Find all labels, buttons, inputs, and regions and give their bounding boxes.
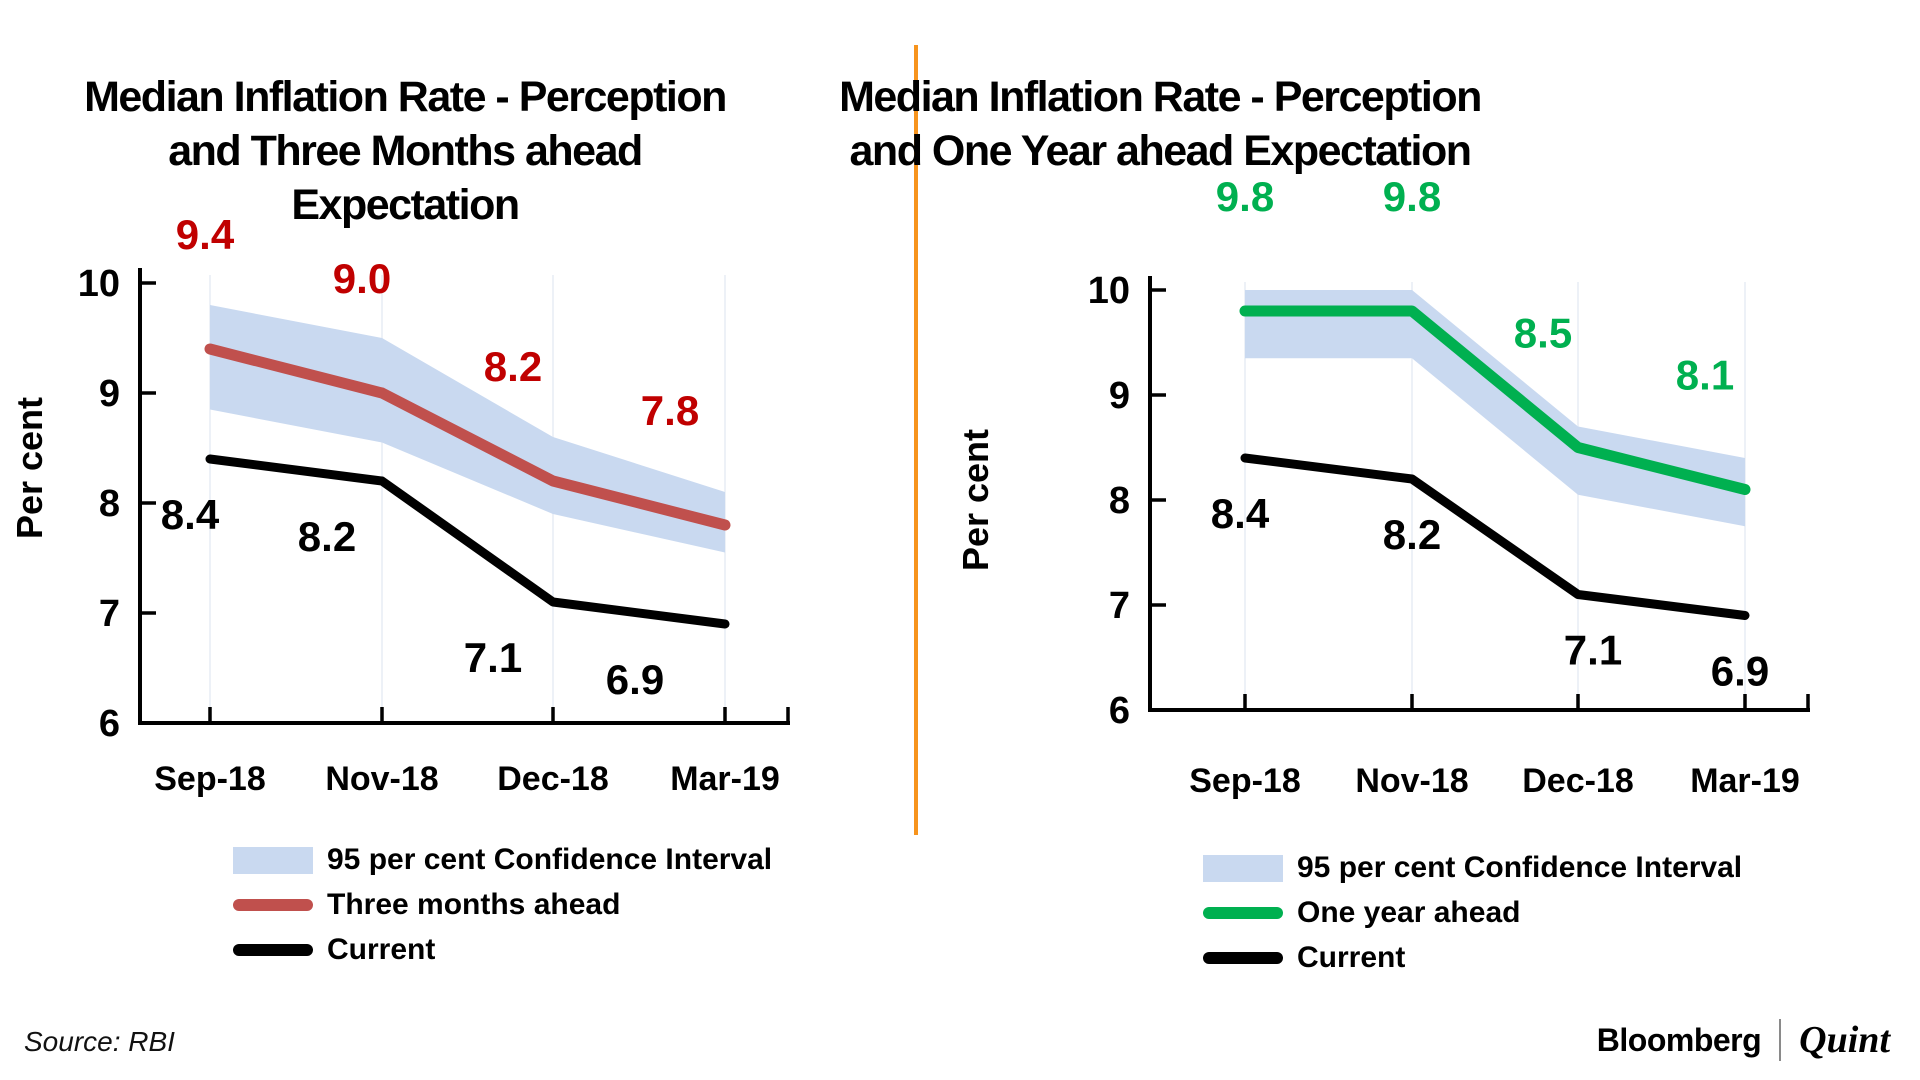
line-swatch xyxy=(1203,907,1283,919)
y-tick-label: 10 xyxy=(78,263,120,305)
y-tick-label: 9 xyxy=(99,373,120,415)
legend-label: Current xyxy=(327,933,436,966)
x-tick-label: Sep-18 xyxy=(1189,762,1301,800)
value-label: 8.5 xyxy=(1514,310,1572,357)
legend-item: Three months ahead xyxy=(233,889,772,921)
confidence-band-swatch xyxy=(233,846,313,874)
value-label: 7.1 xyxy=(464,634,522,681)
y-tick-label: 9 xyxy=(1109,375,1130,417)
value-label: 8.2 xyxy=(1383,511,1441,558)
confidence-band xyxy=(1245,290,1745,527)
chart-right-legend: 95 per cent Confidence Interval One year … xyxy=(1203,852,1742,974)
value-label: 7.1 xyxy=(1564,627,1622,674)
value-label: 9.8 xyxy=(1216,173,1274,220)
x-tick-label: Dec-18 xyxy=(1522,762,1634,800)
publisher-logo: Bloomberg Quint xyxy=(1597,1018,1890,1062)
y-tick-label: 7 xyxy=(99,593,120,635)
value-label: 9.8 xyxy=(1383,173,1441,220)
legend-label: One year ahead xyxy=(1297,896,1521,929)
value-label: 8.4 xyxy=(1211,490,1270,537)
panel-divider xyxy=(914,45,918,835)
value-label: 9.4 xyxy=(176,211,235,258)
value-label: 8.4 xyxy=(161,491,220,538)
legend-item: 95 per cent Confidence Interval xyxy=(233,844,772,876)
series-line-ahead xyxy=(1239,305,1751,495)
chart-left: 6 7 8 9 10 Sep-18 Nov-18 Dec-18 Mar-19 Per cent 9.… xyxy=(9,211,790,798)
line-swatch xyxy=(233,944,313,956)
legend-item: 95 per cent Confidence Interval xyxy=(1203,852,1742,884)
logo-divider xyxy=(1779,1019,1782,1061)
y-tick-label: 10 xyxy=(1088,270,1130,312)
value-label: 7.8 xyxy=(641,387,699,434)
series-line-ahead xyxy=(204,343,731,531)
chart-right: 6 7 8 9 10 Sep-18 Nov-18 Dec-18 Mar-19 Per cent 9.… xyxy=(955,173,1810,800)
confidence-band-swatch xyxy=(1203,854,1283,882)
value-label: 6.9 xyxy=(1711,648,1769,695)
series-line-current xyxy=(1240,453,1750,620)
legend-label: Current xyxy=(1297,941,1406,974)
chart-left-title-line2: and Three Months ahead Expectation xyxy=(168,126,643,229)
y-tick-label: 8 xyxy=(1109,480,1130,522)
y-tick-label: 7 xyxy=(1109,585,1130,627)
source-note: Source: RBI xyxy=(24,1026,175,1057)
legend-item: Current xyxy=(1203,942,1742,974)
chart-left-legend: 95 per cent Confidence Interval Three mon… xyxy=(233,844,772,966)
series-line-current xyxy=(205,454,730,629)
legend-label: 95 per cent Confidence Interval xyxy=(327,843,773,876)
bloomberg-wordmark: Bloomberg xyxy=(1596,1021,1762,1058)
value-label: 8.2 xyxy=(298,513,356,560)
chart-right-title: Median Inflation Rate - Perception and O… xyxy=(825,70,1495,178)
x-tick-label: Dec-18 xyxy=(497,760,609,798)
chart-left-title-line1: Median Inflation Rate - Perception xyxy=(84,72,727,121)
y-axis-title: Per cent xyxy=(955,429,996,571)
legend-label: 95 per cent Confidence Interval xyxy=(1297,851,1743,884)
chart-right-title-line1: Median Inflation Rate - Perception xyxy=(839,72,1482,121)
legend-label: Three months ahead xyxy=(327,888,621,921)
value-label: 6.9 xyxy=(606,656,664,703)
quint-wordmark: Quint xyxy=(1799,1019,1890,1061)
value-label: 8.1 xyxy=(1676,352,1734,399)
legend-item: Current xyxy=(233,934,772,966)
y-axis-title: Per cent xyxy=(9,397,50,539)
y-tick-label: 6 xyxy=(1109,690,1130,732)
y-tick-label: 6 xyxy=(99,703,120,745)
value-label: 8.2 xyxy=(484,343,542,390)
line-swatch xyxy=(1203,952,1283,964)
legend-item: One year ahead xyxy=(1203,897,1742,929)
x-tick-label: Sep-18 xyxy=(154,760,266,798)
line-swatch xyxy=(233,899,313,911)
value-label: 9.0 xyxy=(333,255,391,302)
x-tick-label: Mar-19 xyxy=(670,760,780,798)
x-tick-label: Nov-18 xyxy=(1355,762,1468,800)
x-tick-label: Mar-19 xyxy=(1690,762,1800,800)
chart-left-title: Median Inflation Rate - Perception and T… xyxy=(55,70,755,232)
y-tick-label: 8 xyxy=(99,483,120,525)
chart-right-title-line2: and One Year ahead Expectation xyxy=(849,126,1472,175)
x-tick-label: Nov-18 xyxy=(325,760,438,798)
